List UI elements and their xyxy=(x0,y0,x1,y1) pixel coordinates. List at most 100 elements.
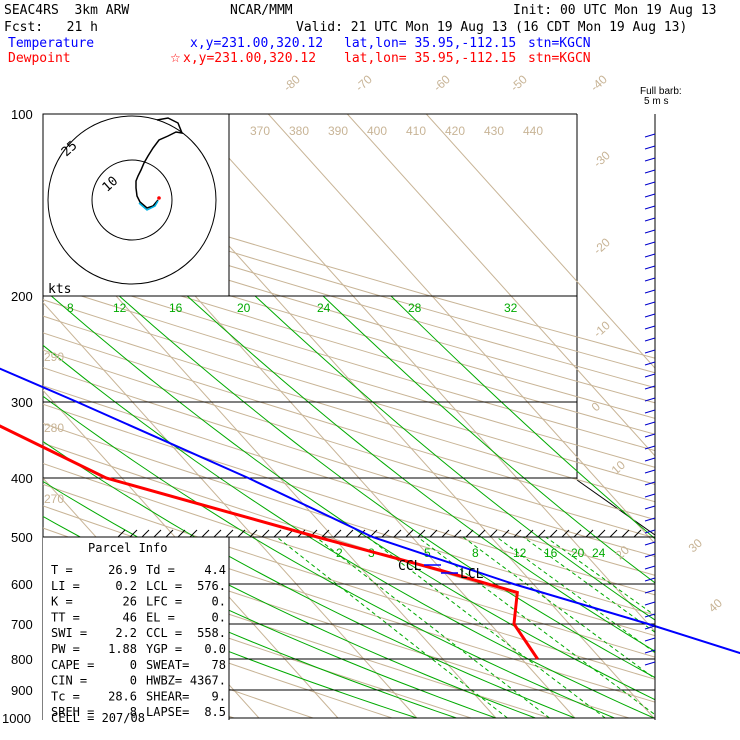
wind-barb xyxy=(644,229,656,234)
parcel-row-left-value: 46 xyxy=(123,610,137,624)
tick-mark xyxy=(273,529,282,538)
wind-barbs xyxy=(644,114,656,720)
pressure-label-400: 400 xyxy=(11,471,33,486)
wind-barb xyxy=(644,517,656,522)
tick-mark xyxy=(381,529,390,538)
parcel-row-right-value: 4367. xyxy=(190,674,226,688)
pressure-label-1000: 1000 xyxy=(2,711,31,726)
parcel-info-cell: CELL = 207/08 xyxy=(51,711,145,725)
temperature-latlon: lat,lon= 35.95,-112.15 xyxy=(344,36,516,51)
wind-barb xyxy=(644,661,656,666)
wind-barb xyxy=(644,205,656,210)
dry-adiabat-line xyxy=(43,403,655,596)
wind-barb xyxy=(644,373,656,378)
mixing-label-top: 20 xyxy=(237,301,251,315)
parcel-row-right-value: 8.5 xyxy=(204,705,226,719)
tick-mark xyxy=(525,529,534,538)
wind-barb xyxy=(644,169,656,174)
dry-adiabat-line xyxy=(43,385,655,576)
parcel-row-right-label: CCL = xyxy=(146,626,182,640)
dewpoint-latlon: lat,lon= 35.95,-112.15 xyxy=(344,51,516,66)
theta-label: 400 xyxy=(367,124,387,138)
parcel-row-right-value: 4.4 xyxy=(204,563,226,577)
mixing-label-top: 32 xyxy=(504,301,518,315)
pressure-label-100: 100 xyxy=(11,107,33,122)
wind-barb xyxy=(644,637,656,642)
hodo-unit-label: kts xyxy=(48,282,71,297)
wind-barb xyxy=(644,613,656,618)
parcel-row-left-value: 0.2 xyxy=(115,579,137,593)
parcel-row-right-label: HWBZ= xyxy=(146,674,182,688)
isotherm-label: 0 xyxy=(589,399,604,414)
tick-mark xyxy=(153,529,162,538)
moist-adiabat-line xyxy=(322,295,655,584)
wind-barb xyxy=(644,625,656,630)
tick-mark xyxy=(453,529,462,538)
hodograph-low-trace xyxy=(138,200,159,211)
barb-legend-line1: Full barb: xyxy=(640,86,682,97)
tick-mark xyxy=(585,529,594,538)
valid-time: Valid: 21 UTC Mon 19 Aug 13 (16 CDT Mon … xyxy=(296,20,687,35)
wind-barb xyxy=(644,421,656,426)
wind-barb xyxy=(644,145,656,150)
temperature-station: stn=KGCN xyxy=(528,36,591,51)
tick-mark xyxy=(189,529,198,538)
theta-label: 410 xyxy=(406,124,426,138)
mixing-label-top: 28 xyxy=(408,301,422,315)
dry-adiabat-line xyxy=(43,222,655,404)
tick-mark xyxy=(201,529,210,538)
mixing-label-top: 24 xyxy=(317,301,331,315)
mixing-label-low: 5 xyxy=(424,546,431,560)
wind-barb xyxy=(644,457,656,462)
dewpoint-station: stn=KGCN xyxy=(528,51,591,66)
tick-mark xyxy=(429,529,438,538)
theta-tick-labels: 370 380 390 400 410 420 430 440 290 280 270 xyxy=(44,124,543,506)
wind-barb xyxy=(644,181,656,186)
tick-mark xyxy=(357,529,366,538)
isotherm-tick-labels: -80 -70 -60 -50 -40 -30 -20 -10 0 10 20 30 40 xyxy=(281,72,726,615)
tick-mark xyxy=(165,529,174,538)
tick-mark xyxy=(537,529,546,538)
parcel-row-left-label: Tc = xyxy=(51,689,80,703)
wind-barb xyxy=(644,157,656,162)
isotherm-line xyxy=(43,214,497,719)
dewpoint-xy: x,y=231.00,320.12 xyxy=(183,51,316,66)
theta-label-lower: 290 xyxy=(44,350,64,364)
dry-adiabat-line xyxy=(43,207,655,389)
dewpoint-star-icon: ☆ xyxy=(170,51,181,65)
temperature-profile xyxy=(0,367,740,655)
isotherm-line xyxy=(425,114,655,369)
tick-mark xyxy=(141,529,150,538)
temperature-legend-label: Temperature xyxy=(8,36,94,51)
parcel-row-right-value: 0.0 xyxy=(204,642,226,656)
mixing-label-low: 12 xyxy=(513,546,527,560)
parcel-row-right-label: LAPSE= xyxy=(146,705,189,719)
wind-barb xyxy=(644,265,656,270)
parcel-row-right-value: 9. xyxy=(212,689,226,703)
isotherm-label: -70 xyxy=(353,72,375,94)
init-time: Init: 00 UTC Mon 19 Aug 13 xyxy=(513,3,717,18)
isotherm-line xyxy=(267,114,655,545)
isotherm-label: -10 xyxy=(591,318,613,340)
parcel-row-right-label: SWEAT= xyxy=(146,658,189,672)
wind-barb xyxy=(644,409,656,414)
mixing-label-low: 24 xyxy=(592,546,606,560)
wind-barb xyxy=(644,361,656,366)
parcel-row-right-value: 78 xyxy=(212,658,226,672)
theta-label-lower: 280 xyxy=(44,421,64,435)
tick-mark xyxy=(261,529,270,538)
mixing-ratio-line xyxy=(496,536,655,654)
wind-barb xyxy=(644,565,656,570)
theta-label: 380 xyxy=(289,124,309,138)
parcel-row-right-label: SHEAR= xyxy=(146,689,189,703)
pressure-label-500: 500 xyxy=(11,530,33,545)
dry-adiabat-line xyxy=(43,193,655,374)
mixing-ratio-line xyxy=(462,536,655,680)
dry-adiabat-line xyxy=(43,283,655,468)
header: SEAC4RS 3km ARW NCAR/MMM Init: 00 UTC Mo… xyxy=(4,3,717,66)
tick-mark xyxy=(465,529,474,538)
wind-barb xyxy=(644,301,656,306)
parcel-row-left-label: LI = xyxy=(51,579,80,593)
tick-mark xyxy=(513,529,522,538)
tick-mark xyxy=(333,529,342,538)
